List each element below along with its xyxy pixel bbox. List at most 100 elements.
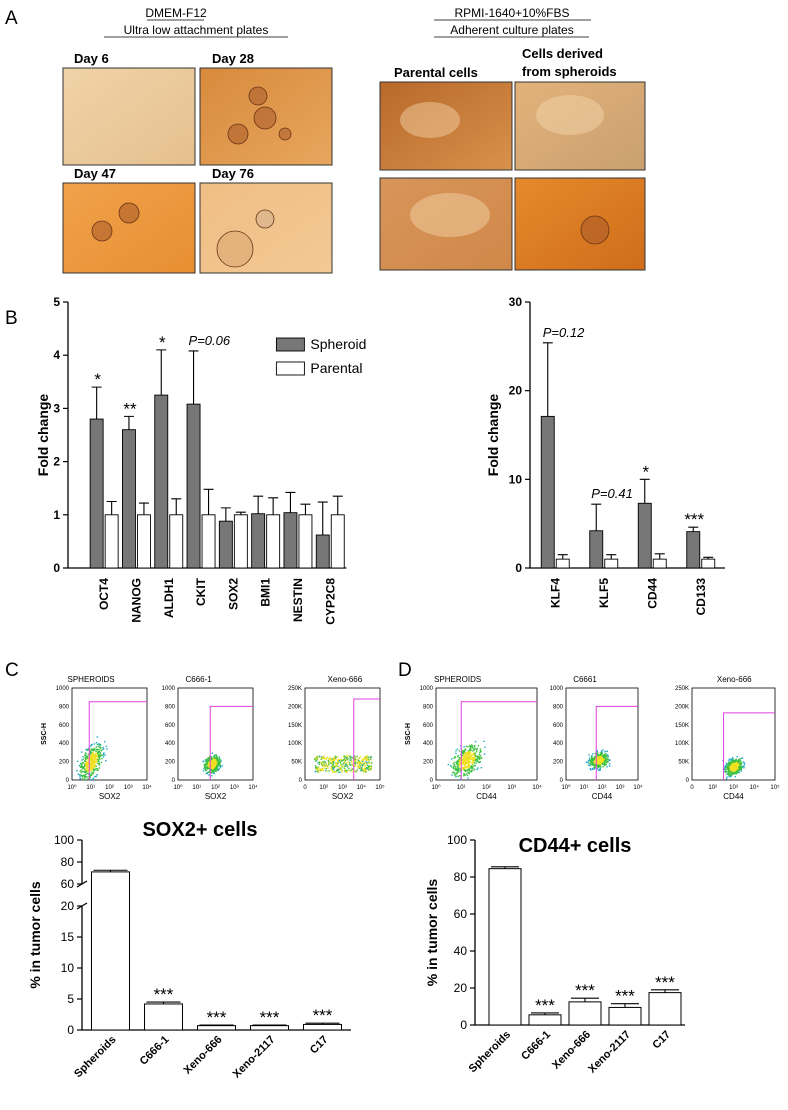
event-dot [314, 770, 316, 773]
event-dot [464, 748, 466, 751]
panel-label: A [5, 8, 18, 29]
event-dot [94, 755, 97, 757]
y-tick-label: 40 [454, 944, 468, 958]
event-dot [330, 768, 333, 770]
error-bar [235, 511, 246, 515]
event-dot [464, 766, 467, 768]
event-dot [330, 766, 333, 768]
event-dot [727, 771, 730, 773]
event-dot [320, 757, 323, 759]
event-dot [346, 758, 349, 761]
bar [104, 514, 119, 569]
y-tick-label: 200 [59, 760, 70, 766]
event-dot [477, 757, 479, 759]
event-dot [739, 765, 741, 767]
event-dot [332, 767, 334, 770]
event-dot [357, 762, 360, 764]
y-tick-label: 200 [553, 760, 564, 766]
y-tick-label: 100 [447, 833, 467, 847]
event-dot [728, 770, 730, 772]
event-dot [97, 755, 100, 757]
event-dot [329, 758, 331, 760]
error-bar [138, 502, 149, 515]
event-dot [325, 768, 327, 770]
event-dot [94, 758, 97, 760]
event-dot [84, 778, 86, 780]
error-bar [332, 495, 343, 515]
event-dot [216, 756, 218, 758]
event-dot [732, 759, 734, 761]
event-dot [467, 763, 470, 766]
event-dot [728, 775, 730, 778]
event-dot [462, 760, 464, 762]
event-dot [98, 760, 100, 763]
event-dot [334, 755, 337, 757]
event-dot [84, 764, 86, 766]
event-dot [105, 745, 107, 748]
x-tick-label: NESTIN [291, 578, 305, 622]
event-dot [337, 762, 339, 764]
event-dot [212, 758, 215, 760]
event-dot [84, 760, 86, 762]
bar [201, 514, 216, 569]
event-dot [320, 758, 322, 761]
x-tick-label: NANOG [129, 578, 143, 623]
event-dot [345, 762, 348, 764]
micrograph [514, 81, 646, 171]
event-dot [465, 756, 468, 759]
event-dot [457, 760, 459, 762]
event-dot [84, 757, 86, 759]
event-dot [77, 773, 79, 775]
event-dot [314, 758, 316, 760]
event-dot [360, 761, 362, 764]
event-dot [356, 755, 358, 758]
event-dot [370, 762, 373, 764]
event-dot [362, 771, 365, 773]
event-dot [94, 756, 96, 758]
event-dot [467, 755, 470, 757]
event-dot [342, 765, 344, 767]
event-dot [741, 762, 743, 764]
event-dot [605, 755, 608, 757]
event-dot [335, 761, 337, 764]
event-dot [368, 769, 370, 771]
spheroid [216, 230, 254, 268]
event-dot [464, 763, 467, 765]
event-dot [349, 762, 351, 764]
event-dot [369, 757, 371, 760]
event-dot [733, 763, 735, 766]
gate [723, 712, 775, 780]
event-dot [335, 770, 338, 772]
event-dot [463, 760, 465, 762]
x-tick-label: 10⁴ [357, 784, 367, 791]
event-dot [458, 766, 461, 768]
event-dot [354, 760, 357, 762]
event-dot [83, 771, 85, 773]
event-dot [483, 753, 486, 755]
event-dot [339, 771, 341, 774]
event-dot [323, 765, 325, 767]
event-dot [604, 756, 606, 759]
event-dot [462, 749, 464, 752]
event-dot [90, 751, 93, 754]
error-bar [171, 498, 182, 515]
event-dot [83, 775, 85, 778]
event-dot [730, 764, 732, 767]
y-tick-label: 150K [288, 723, 302, 729]
error-bar [156, 349, 167, 396]
event-dot [91, 748, 93, 750]
event-dot [343, 757, 346, 759]
event-dot [593, 758, 595, 760]
event-dot [470, 771, 472, 773]
event-dot [458, 750, 461, 752]
event-dot [94, 762, 96, 764]
event-dot [214, 761, 217, 763]
event-dot [604, 751, 606, 753]
x-tick-label: KLF5 [597, 578, 611, 608]
event-dot [341, 771, 343, 773]
significance: P=0.41 [591, 486, 633, 501]
event-dot [332, 761, 334, 763]
event-dot [734, 770, 736, 772]
event-dot [95, 752, 98, 755]
significance: * [642, 462, 649, 481]
